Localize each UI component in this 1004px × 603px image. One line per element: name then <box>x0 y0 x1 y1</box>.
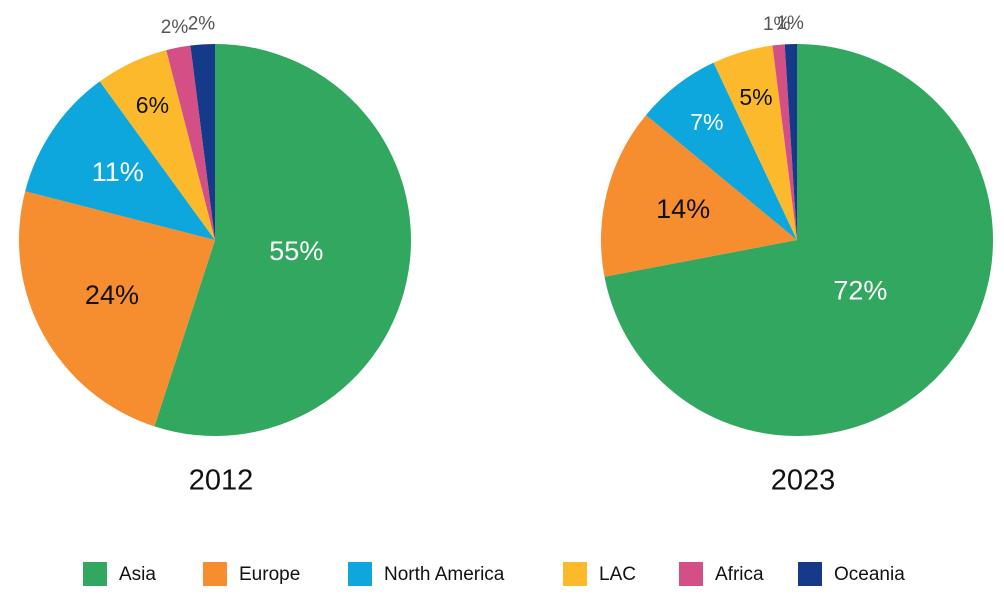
value-label: 5% <box>739 84 772 110</box>
value-label: 1% <box>776 13 804 34</box>
pie-slice <box>25 81 215 240</box>
value-label: 55% <box>269 236 323 266</box>
pie-slice <box>784 44 797 240</box>
legend-swatch <box>203 562 227 586</box>
legend-label: Oceania <box>834 564 905 585</box>
value-label: 7% <box>690 109 723 135</box>
value-label: 11% <box>92 157 144 187</box>
pie-slice <box>713 45 797 240</box>
value-label: 2% <box>188 13 216 34</box>
pie-slice <box>772 44 797 240</box>
legend-label: Africa <box>715 564 764 585</box>
pie-slice <box>166 45 215 240</box>
pie-slice <box>190 44 215 240</box>
pie-title: 2012 <box>189 465 254 497</box>
pie-slice <box>18 191 215 427</box>
legend-label: Asia <box>119 564 156 585</box>
legend-swatch <box>83 562 107 586</box>
pie-slice <box>645 62 797 240</box>
legend-label: LAC <box>599 564 636 585</box>
pie-slice <box>99 50 215 240</box>
legend-swatch <box>563 562 587 586</box>
legend-swatch <box>679 562 703 586</box>
pie-title: 2023 <box>771 465 836 497</box>
legend-swatch <box>798 562 822 586</box>
value-label: 14% <box>656 194 710 224</box>
value-label: 1% <box>763 14 791 35</box>
legend-label: Europe <box>239 564 300 585</box>
pie-slice <box>604 44 993 436</box>
legend-swatch <box>348 562 372 586</box>
legend-label: North America <box>384 564 505 585</box>
pie-slice <box>154 44 412 436</box>
value-label: 6% <box>136 92 169 118</box>
value-label: 72% <box>833 276 887 306</box>
value-label: 24% <box>85 280 139 310</box>
pie-slice <box>601 115 797 277</box>
value-label: 2% <box>161 17 189 38</box>
